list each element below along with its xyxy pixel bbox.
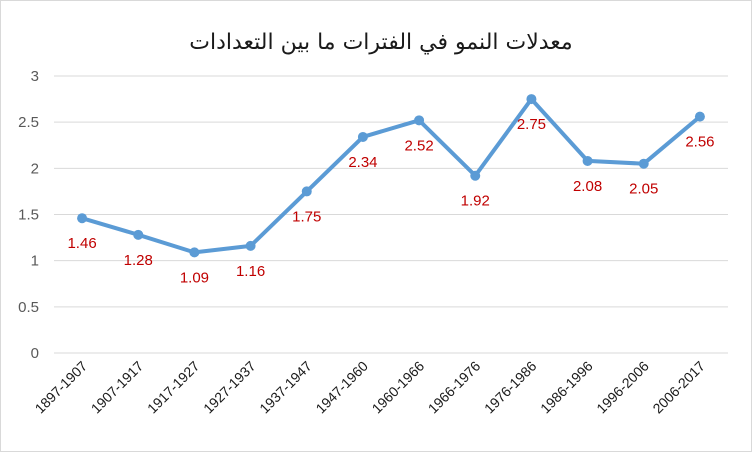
data-point bbox=[133, 229, 144, 240]
data-point bbox=[638, 158, 649, 169]
x-tick-label: 1907-1917 bbox=[88, 358, 147, 417]
data-labels: 1.46 1.28 1.09 1.16 1.75 2.34 2.52 1.92 2.75 2.08… bbox=[67, 116, 714, 286]
data-label: 2.08 bbox=[573, 178, 602, 195]
data-point bbox=[245, 240, 256, 251]
data-point bbox=[526, 94, 537, 105]
x-tick-label: 1947-1960 bbox=[312, 358, 371, 417]
data-point bbox=[301, 186, 312, 197]
data-point bbox=[414, 115, 425, 126]
chart-title: معدلات النمو في الفترات ما بين التعدادات bbox=[189, 30, 572, 55]
x-tick-label: 1996-2006 bbox=[593, 358, 652, 417]
x-tick-label: 2006-2017 bbox=[649, 358, 708, 417]
x-tick-label: 1986-1996 bbox=[537, 358, 596, 417]
data-label: 1.46 bbox=[67, 235, 96, 252]
x-tick-label: 1897-1907 bbox=[32, 358, 91, 417]
y-tick-label: 2 bbox=[31, 160, 39, 177]
x-tick-label: 1976-1986 bbox=[481, 358, 540, 417]
series-line bbox=[80, 97, 702, 255]
x-tick-label: 1960-1966 bbox=[369, 358, 428, 417]
data-label: 2.34 bbox=[348, 154, 377, 171]
data-point bbox=[694, 111, 705, 122]
x-tick-label: 1927-1937 bbox=[200, 358, 259, 417]
y-axis-ticks: 0 0.5 1 1.5 2 2.5 3 bbox=[18, 68, 39, 362]
data-point bbox=[189, 247, 200, 258]
data-label: 1.09 bbox=[180, 269, 209, 286]
data-label: 2.75 bbox=[517, 116, 546, 133]
data-point bbox=[582, 155, 593, 166]
x-tick-label: 1937-1947 bbox=[256, 358, 315, 417]
y-tick-label: 0.5 bbox=[18, 299, 39, 316]
y-tick-label: 1.5 bbox=[18, 207, 39, 224]
y-tick-label: 1 bbox=[31, 253, 39, 270]
series-line-group bbox=[77, 94, 705, 258]
x-tick-label: 1966-1976 bbox=[425, 358, 484, 417]
y-tick-label: 2.5 bbox=[18, 114, 39, 131]
data-label: 1.16 bbox=[236, 263, 265, 280]
x-tick-label: 1917-1927 bbox=[144, 358, 203, 417]
data-label: 1.28 bbox=[124, 252, 153, 269]
data-label: 2.52 bbox=[404, 137, 433, 154]
y-tick-label: 0 bbox=[31, 345, 39, 362]
data-label: 2.56 bbox=[685, 134, 714, 151]
data-label: 1.92 bbox=[461, 193, 490, 210]
x-axis-ticks: 1897-19071907-19171917-19271927-19371937… bbox=[32, 358, 709, 417]
data-point bbox=[357, 131, 368, 142]
data-label: 2.05 bbox=[629, 181, 658, 198]
y-tick-label: 3 bbox=[31, 68, 39, 85]
data-label: 1.75 bbox=[292, 208, 321, 225]
gridlines bbox=[54, 75, 728, 354]
data-point bbox=[77, 213, 88, 224]
data-point bbox=[470, 170, 481, 181]
